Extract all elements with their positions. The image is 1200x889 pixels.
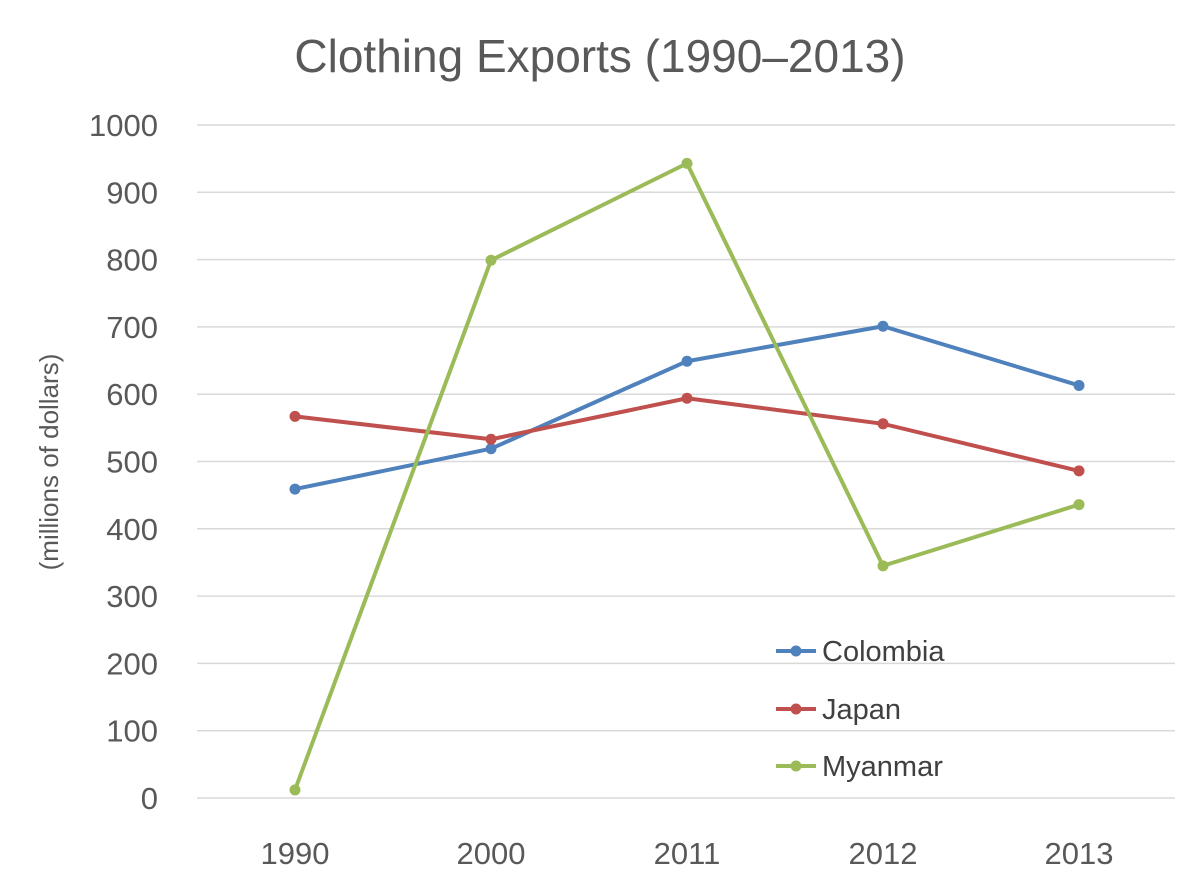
data-point-myanmar [877,560,889,572]
x-tick-label: 1990 [261,836,330,871]
data-point-colombia [485,443,497,455]
data-point-japan [289,410,301,422]
data-point-colombia [1073,379,1085,391]
y-tick-label: 800 [106,243,158,278]
gridlines [197,124,1175,799]
x-axis-ticks: 1990 2000 2011 2012 2013 [261,836,1114,871]
data-point-colombia [681,355,693,367]
legend-marker-japan [790,703,802,715]
legend-marker-colombia [790,645,802,657]
data-point-colombia [877,320,889,332]
y-axis-label: (millions of dollars) [34,354,64,571]
data-point-myanmar [681,157,693,169]
y-tick-label: 0 [141,781,158,816]
data-point-myanmar [485,254,497,266]
data-point-japan [1073,465,1085,477]
series-line-myanmar [293,161,1081,792]
y-tick-label: 700 [106,310,158,345]
legend: Colombia Japan Myanmar [776,636,945,783]
y-tick-label: 200 [106,646,158,681]
data-point-japan [485,433,497,445]
x-tick-label: 2000 [457,836,526,871]
series-colombia [289,320,1085,495]
legend-label-japan: Japan [822,694,901,726]
x-tick-label: 2011 [654,836,721,871]
data-point-colombia [289,483,301,495]
data-point-japan [877,418,889,430]
y-tick-label: 400 [106,512,158,547]
y-axis-ticks: 0 100 200 300 400 500 600 700 800 900 1000 [89,108,158,816]
chart-title: Clothing Exports (1990–2013) [294,30,905,82]
y-tick-label: 300 [106,579,158,614]
series-line-japan [293,396,1081,473]
legend-label-colombia: Colombia [822,636,945,668]
legend-label-myanmar: Myanmar [822,751,943,783]
data-point-japan [681,392,693,404]
data-point-myanmar [289,784,301,796]
series-line-colombia [293,324,1081,492]
y-tick-label: 600 [106,377,158,412]
y-tick-label: 900 [106,175,158,210]
y-tick-label: 100 [106,714,158,749]
x-tick-label: 2012 [849,836,918,871]
data-point-myanmar [1073,499,1085,511]
series-myanmar [289,157,1085,796]
x-tick-label: 2013 [1045,836,1114,871]
y-tick-label: 500 [106,445,158,480]
y-tick-label: 1000 [89,108,158,143]
series-group [289,157,1085,796]
legend-marker-myanmar [790,760,802,772]
